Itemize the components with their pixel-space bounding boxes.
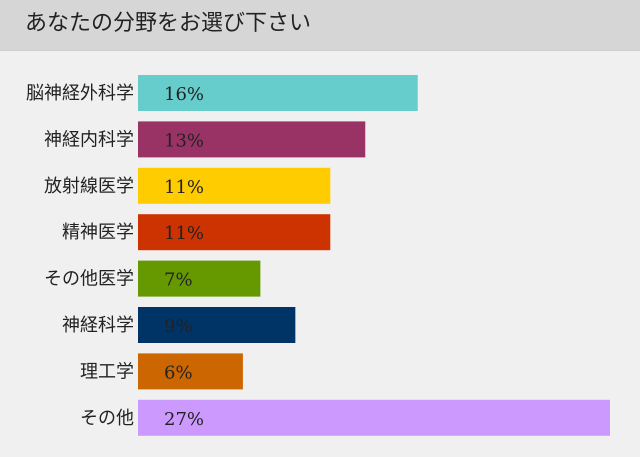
bar-6 — [138, 353, 243, 390]
chart-header: あなたの分野をお選び下さい — [0, 0, 640, 51]
category-label-6: 理工学 — [80, 361, 134, 382]
bar-1 — [138, 121, 366, 158]
value-label-7: 27% — [164, 409, 204, 430]
value-label-2: 11% — [164, 177, 204, 198]
bar-0 — [138, 75, 418, 111]
bar-2 — [138, 167, 331, 204]
value-label-3: 11% — [164, 223, 204, 244]
value-label-1: 13% — [164, 130, 204, 151]
bar-chart: 脳神経外科学 16% 神経内科学 13% 放射線医学 11% 精神医学 11% その他医学 7% 神… — [26, 75, 610, 436]
category-label-5: 神経科学 — [62, 315, 134, 336]
category-label-3: 精神医学 — [62, 222, 134, 243]
bar-5 — [138, 307, 296, 343]
value-label-5: 9% — [164, 316, 193, 337]
bar-4 — [138, 260, 261, 297]
category-label-7: その他 — [80, 408, 134, 429]
value-label-4: 7% — [164, 270, 193, 291]
category-label-4: その他医学 — [44, 269, 134, 290]
category-label-1: 神経内科学 — [44, 129, 134, 150]
value-label-6: 6% — [164, 362, 193, 383]
category-label-2: 放射線医学 — [44, 176, 134, 197]
value-label-0: 16% — [164, 84, 204, 105]
bar-3 — [138, 214, 331, 251]
category-label-0: 脳神経外科学 — [26, 83, 134, 104]
bar-7 — [138, 399, 610, 436]
chart-title: あなたの分野をお選び下さい — [25, 11, 312, 36]
